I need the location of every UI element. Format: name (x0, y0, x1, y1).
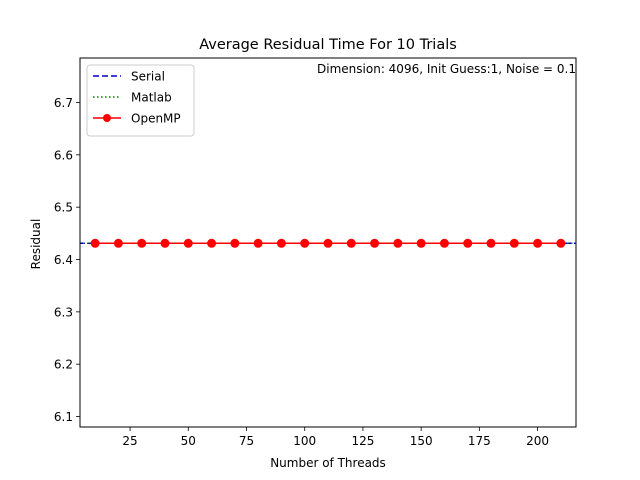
data-point-openmp (276, 238, 286, 248)
data-point-openmp (113, 238, 123, 248)
data-point-openmp (416, 238, 426, 248)
x-tick-label: 75 (239, 434, 254, 448)
y-axis: 6.1 6.2 6.3 6.4 6.5 6.6 6.7 (54, 96, 80, 424)
data-point-openmp (370, 238, 380, 248)
legend-label-openmp: OpenMP (131, 112, 181, 126)
plot-area-frame (79, 57, 577, 428)
series-layer (80, 238, 576, 248)
y-tick-label: 6.7 (54, 96, 73, 110)
y-axis-label: Residual (29, 219, 43, 270)
y-tick-label: 6.4 (54, 253, 73, 267)
x-tick-label: 200 (526, 434, 549, 448)
legend: Serial Matlab OpenMP (86, 64, 195, 137)
data-point-openmp (323, 238, 333, 248)
data-point-openmp (90, 238, 100, 248)
chart-annotation: Dimension: 4096, Init Guess:1, Noise = 0… (317, 62, 576, 76)
x-tick-label: 25 (122, 434, 137, 448)
data-point-openmp (556, 238, 566, 248)
y-tick-label: 6.6 (54, 148, 73, 162)
x-tick-label: 150 (410, 434, 433, 448)
x-axis: 25 50 75 100 125 150 175 200 (122, 427, 549, 448)
data-point-openmp (346, 238, 356, 248)
x-axis-label: Number of Threads (270, 456, 386, 470)
data-point-openmp (160, 238, 170, 248)
y-tick-label: 6.2 (54, 358, 73, 372)
data-point-openmp (253, 238, 263, 248)
x-tick-label: 125 (351, 434, 374, 448)
x-tick-label: 50 (181, 434, 196, 448)
data-point-openmp (463, 238, 473, 248)
legend-label-matlab: Matlab (131, 91, 172, 105)
data-point-openmp (533, 238, 543, 248)
data-point-openmp (439, 238, 449, 248)
data-point-openmp (230, 238, 240, 248)
data-point-openmp (393, 238, 403, 248)
legend-marker-openmp (103, 114, 111, 122)
data-point-openmp (300, 238, 310, 248)
x-tick-label: 100 (293, 434, 316, 448)
y-tick-label: 6.3 (54, 305, 73, 319)
data-point-openmp (207, 238, 217, 248)
y-tick-label: 6.5 (54, 201, 73, 215)
data-point-openmp (486, 238, 496, 248)
legend-label-serial: Serial (131, 70, 165, 84)
chart-title: Average Residual Time For 10 Trials (199, 37, 457, 53)
data-point-openmp (509, 238, 519, 248)
x-tick-label: 175 (468, 434, 491, 448)
data-point-openmp (183, 238, 193, 248)
y-tick-label: 6.1 (54, 410, 73, 424)
data-point-openmp (137, 238, 147, 248)
